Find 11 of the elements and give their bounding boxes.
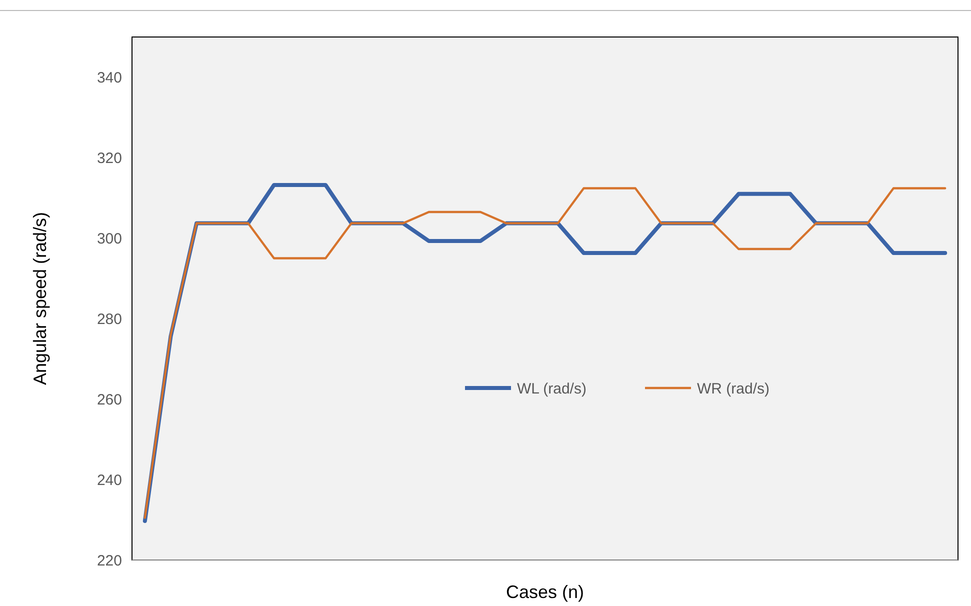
y-tick-label: 220 <box>96 552 122 570</box>
y-tick-label: 260 <box>96 391 122 408</box>
legend-label: WR (rad/s) <box>697 380 770 398</box>
y-tick-label: 340 <box>96 69 122 86</box>
y-tick-label: 280 <box>96 310 122 328</box>
legend-label: WL (rad/s) <box>517 380 586 398</box>
y-tick-label: 240 <box>96 472 122 489</box>
y-tick-label: 300 <box>96 230 122 248</box>
x-axis-title: Cases (n) <box>506 582 584 602</box>
y-tick-label: 320 <box>96 150 122 167</box>
y-axis-title: Angular speed (rad/s) <box>30 212 50 386</box>
